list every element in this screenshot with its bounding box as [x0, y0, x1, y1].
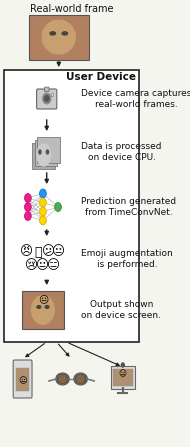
Circle shape: [40, 216, 46, 225]
FancyBboxPatch shape: [4, 70, 139, 342]
FancyBboxPatch shape: [113, 369, 133, 386]
Circle shape: [40, 198, 46, 207]
Circle shape: [55, 202, 61, 211]
FancyBboxPatch shape: [16, 367, 29, 391]
Text: 😑: 😑: [47, 260, 60, 273]
Ellipse shape: [56, 373, 69, 385]
Circle shape: [40, 207, 46, 216]
Ellipse shape: [37, 306, 41, 308]
FancyBboxPatch shape: [111, 366, 135, 388]
Text: 😠: 😠: [20, 245, 33, 258]
Ellipse shape: [45, 306, 49, 308]
Circle shape: [44, 95, 49, 102]
Text: Emoji augmentation
is performed.: Emoji augmentation is performed.: [81, 249, 173, 269]
Text: Output shown
on device screen.: Output shown on device screen.: [81, 300, 161, 320]
Ellipse shape: [32, 296, 54, 324]
Circle shape: [25, 211, 31, 220]
FancyBboxPatch shape: [13, 360, 32, 398]
Ellipse shape: [50, 32, 55, 35]
FancyBboxPatch shape: [35, 140, 57, 166]
Circle shape: [25, 194, 31, 202]
Text: 😐: 😐: [18, 376, 27, 385]
Ellipse shape: [37, 144, 51, 166]
Ellipse shape: [62, 32, 67, 35]
Ellipse shape: [39, 150, 41, 154]
FancyBboxPatch shape: [29, 14, 89, 59]
Text: 😐: 😐: [119, 370, 127, 379]
Ellipse shape: [57, 375, 68, 384]
FancyBboxPatch shape: [44, 87, 49, 92]
Text: 😐: 😐: [38, 295, 48, 304]
FancyBboxPatch shape: [37, 89, 57, 109]
Text: Prediction generated
from TimeConvNet.: Prediction generated from TimeConvNet.: [81, 197, 177, 217]
FancyBboxPatch shape: [22, 291, 64, 329]
Ellipse shape: [77, 375, 84, 383]
FancyBboxPatch shape: [32, 143, 55, 169]
Circle shape: [25, 202, 31, 211]
Ellipse shape: [75, 375, 86, 384]
Ellipse shape: [59, 375, 66, 383]
Text: Device camera captures
real-world frames.: Device camera captures real-world frames…: [81, 89, 190, 109]
Text: Real-world frame: Real-world frame: [30, 4, 113, 14]
Text: Data is processed
on device CPU.: Data is processed on device CPU.: [81, 142, 162, 162]
Text: 😕: 😕: [42, 245, 55, 258]
Text: 😢: 😢: [25, 260, 38, 273]
Text: 😐: 😐: [36, 260, 49, 273]
FancyBboxPatch shape: [37, 137, 59, 163]
Text: 😐: 😐: [52, 245, 65, 258]
Circle shape: [43, 93, 51, 104]
Ellipse shape: [46, 150, 49, 154]
Ellipse shape: [74, 373, 87, 385]
Circle shape: [121, 363, 124, 367]
Ellipse shape: [42, 20, 75, 54]
Circle shape: [40, 189, 46, 198]
FancyBboxPatch shape: [51, 93, 53, 96]
Text: User Device: User Device: [66, 72, 136, 82]
Text: 😤: 😤: [34, 245, 41, 258]
